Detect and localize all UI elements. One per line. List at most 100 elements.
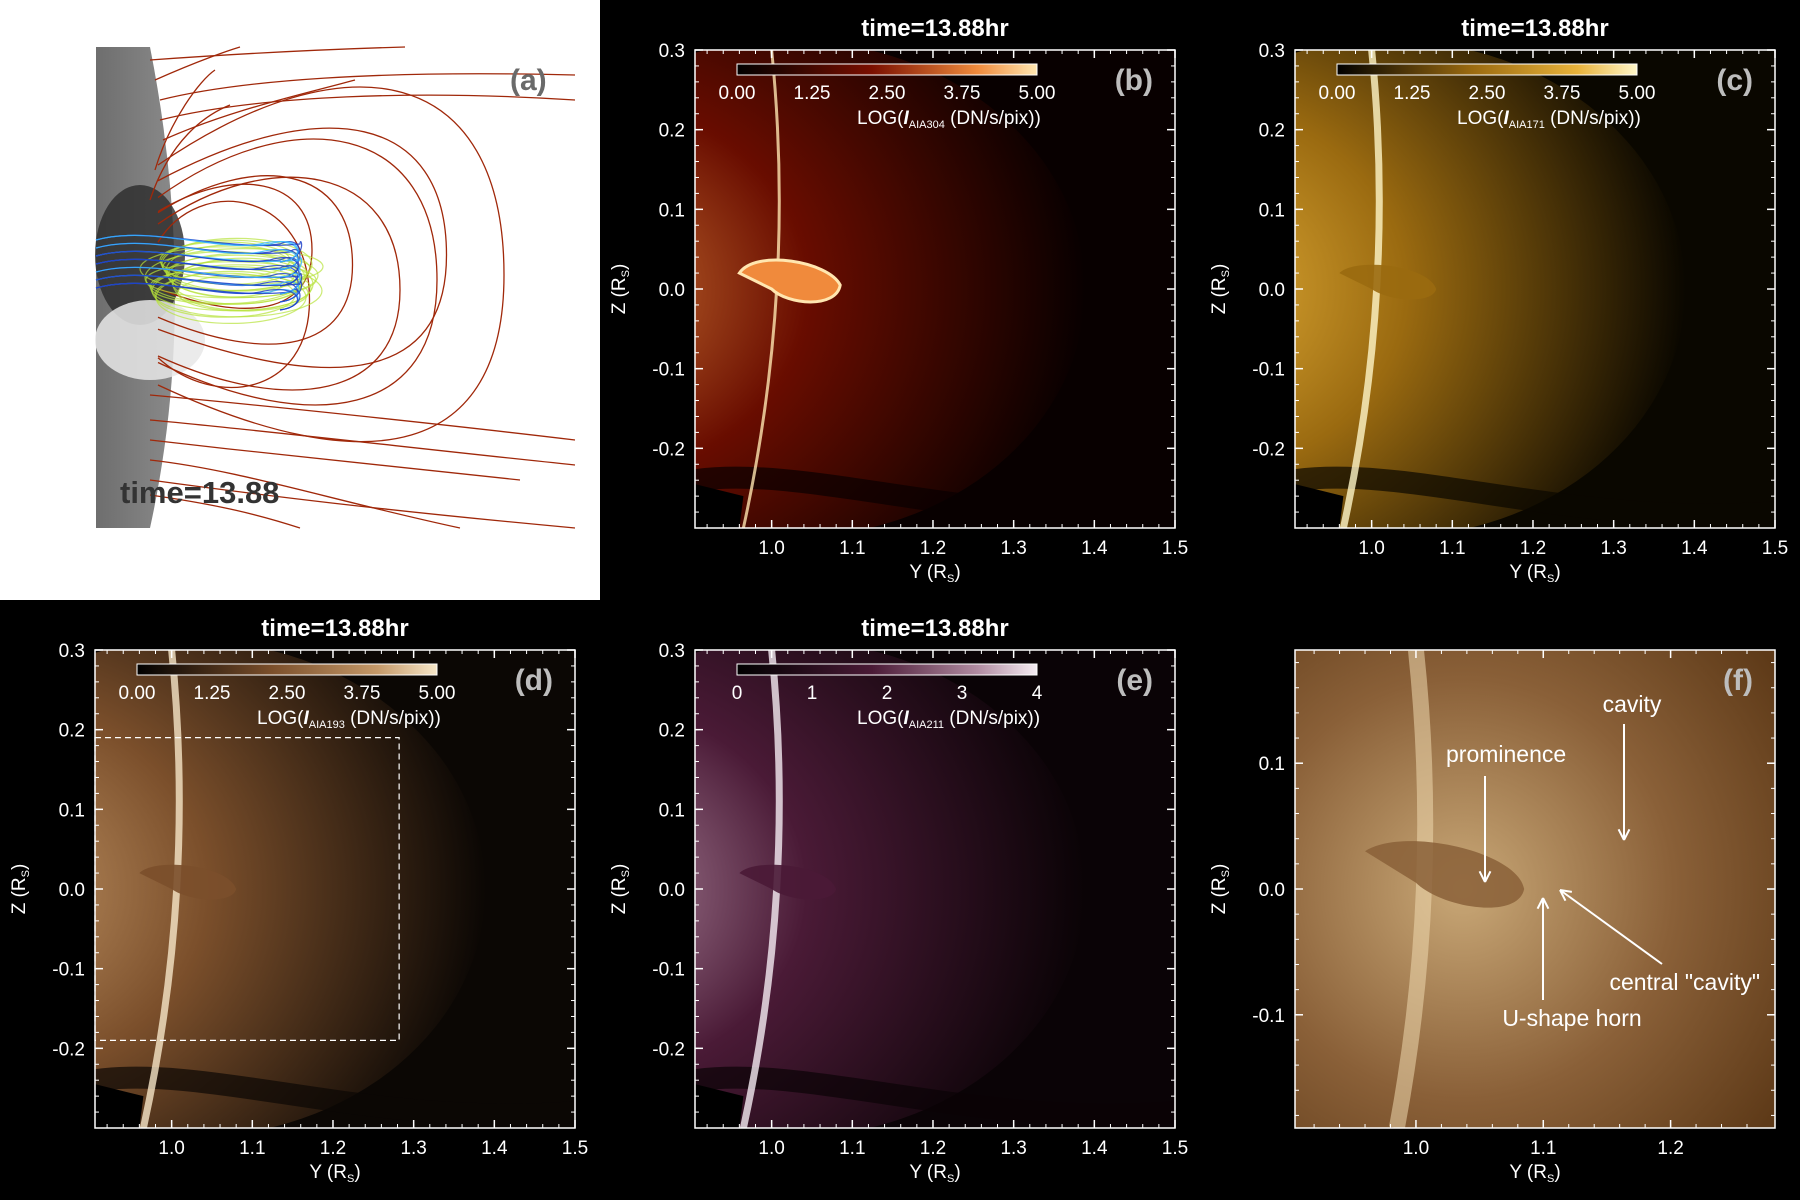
emission-image xyxy=(95,650,575,1128)
colorbar-tick-label: 0.00 xyxy=(719,83,756,104)
panel-b: 1.0 1.1 1.2 1.3 1.4 1.5 0.3 0.2 0.1 0.0 -0.1 -0.2 Y … xyxy=(609,15,1188,585)
colorbar-tick-label: 5.00 xyxy=(419,683,456,704)
y-tick-label: 0.0 xyxy=(659,280,685,301)
x-tick-label: 1.5 xyxy=(1162,1138,1188,1159)
panel-tag: (d) xyxy=(515,664,553,697)
colorbar-tick-label: 1.25 xyxy=(194,683,231,704)
colorbar-tick-label: 1.25 xyxy=(794,83,831,104)
colorbar-tick-label: 1 xyxy=(807,683,818,704)
x-tick-label: 1.5 xyxy=(1162,538,1188,559)
y-tick-label: 0.1 xyxy=(1259,754,1285,775)
x-tick-label: 1.0 xyxy=(1358,538,1384,559)
field-line xyxy=(149,104,231,201)
y-tick-label: -0.2 xyxy=(652,439,685,460)
rope-line-core xyxy=(95,266,301,295)
zoom-box xyxy=(94,737,400,1041)
field-line xyxy=(159,94,576,121)
rope-line-outer xyxy=(154,272,296,318)
field-line xyxy=(159,73,576,101)
field-lines-closed xyxy=(157,86,505,443)
colorbar-tick-label: 0.00 xyxy=(1319,83,1356,104)
colorbar xyxy=(136,663,438,676)
y-tick-label: -0.1 xyxy=(52,960,85,981)
colorbar-label: LOG(IAIA211 (DN/s/pix)) xyxy=(857,708,1040,731)
prominence xyxy=(1339,264,1437,300)
x-axis-label: Y (RS) xyxy=(1509,1162,1560,1185)
x-tick-label: 1.3 xyxy=(1000,538,1026,559)
panel-tag: (c) xyxy=(1716,64,1753,97)
field-line xyxy=(149,394,576,441)
dark-lane xyxy=(1295,466,1775,526)
colorbar-tick-label: 5.00 xyxy=(1619,83,1656,104)
x-tick-label: 1.3 xyxy=(400,1138,426,1159)
disk-shadow xyxy=(695,484,744,528)
x-tick-label: 1.2 xyxy=(1657,1138,1683,1159)
colorbar-tick-label: 5.00 xyxy=(1019,83,1056,104)
y-tick-label: 0.1 xyxy=(659,800,685,821)
y-tick-label: 0.1 xyxy=(59,800,85,821)
field-loop xyxy=(157,127,448,369)
x-tick-label: 1.1 xyxy=(239,1138,265,1159)
x-tick-label: 1.4 xyxy=(1081,1138,1108,1159)
panel-a: (a) time=13.88 xyxy=(0,0,600,600)
emission-image xyxy=(1295,650,1775,1128)
colorbar-tick-label: 0 xyxy=(732,683,743,704)
y-axis-label: Z (RS) xyxy=(1209,264,1232,315)
dark-lane xyxy=(95,1066,575,1126)
y-tick-label: 0.3 xyxy=(1259,41,1285,62)
x-tick-label: 1.4 xyxy=(1681,538,1708,559)
panel-title: time=13.88hr xyxy=(1461,15,1608,42)
disk-shadow xyxy=(695,1084,744,1128)
colorbar-tick-label: 2.50 xyxy=(869,83,906,104)
panel-tag: (b) xyxy=(1115,64,1153,97)
field-line xyxy=(149,46,406,61)
arrow-central-cavity-head xyxy=(1559,889,1573,902)
rope-line-core xyxy=(95,250,299,279)
field-line xyxy=(154,69,216,171)
y-tick-label: -0.1 xyxy=(652,360,685,381)
rope-line-outer xyxy=(177,274,309,312)
y-tick-label: 0.1 xyxy=(659,200,685,221)
colorbar xyxy=(736,63,1038,76)
panel-e: 1.0 1.1 1.2 1.3 1.4 1.5 0.3 0.2 0.1 0.0 -0.1 -0.2 Y … xyxy=(609,615,1188,1185)
x-tick-label: 1.0 xyxy=(758,1138,784,1159)
field-line xyxy=(149,459,461,529)
arrow-prominence-head xyxy=(1478,870,1492,883)
y-tick-label: 0.0 xyxy=(1259,880,1285,901)
colorbar-tick-label: 2 xyxy=(882,683,893,704)
y-tick-label: -0.2 xyxy=(1252,439,1285,460)
field-loop xyxy=(157,138,438,406)
corona-glow xyxy=(695,50,1086,528)
colorbar-tick-label: 3.75 xyxy=(344,683,381,704)
colorbar-label: LOG(IAIA171 (DN/s/pix)) xyxy=(1457,108,1641,131)
field-loop xyxy=(157,183,313,309)
y-tick-label: -0.1 xyxy=(1252,360,1285,381)
colorbar-tick-label: 3.75 xyxy=(944,83,981,104)
corona-glow xyxy=(1295,50,1686,528)
x-tick-label: 1.5 xyxy=(562,1138,588,1159)
corona-glow xyxy=(695,650,1086,1128)
x-tick-label: 1.3 xyxy=(1000,1138,1026,1159)
field-line xyxy=(149,419,576,466)
colorbar-tick-label: 2.50 xyxy=(1469,83,1506,104)
field-loop xyxy=(157,175,354,345)
x-tick-label: 1.0 xyxy=(158,1138,184,1159)
field-lines-open xyxy=(149,46,576,529)
y-tick-label: -0.2 xyxy=(52,1039,85,1060)
simulated-emission-panels: 1.0 1.1 1.2 1.3 1.4 1.5 0.3 0.2 0.1 0.0 -0.1 -0.2 Y … xyxy=(9,15,1788,1185)
panel-tag: (e) xyxy=(1116,664,1153,697)
x-tick-label: 1.1 xyxy=(839,1138,865,1159)
annotation-prominence: prominence xyxy=(1446,741,1566,767)
field-loop xyxy=(157,200,311,389)
x-tick-label: 1.1 xyxy=(1439,538,1465,559)
y-tick-label: 0.2 xyxy=(59,721,85,742)
y-tick-label: -0.1 xyxy=(652,960,685,981)
y-tick-label: 0.2 xyxy=(659,721,685,742)
colorbar xyxy=(736,663,1038,676)
y-tick-label: 0.1 xyxy=(1259,200,1285,221)
dark-lane xyxy=(695,1066,1175,1126)
x-tick-label: 1.1 xyxy=(1530,1138,1556,1159)
dark-lane xyxy=(695,466,1175,526)
y-axis-label: Z (RS) xyxy=(609,264,632,315)
